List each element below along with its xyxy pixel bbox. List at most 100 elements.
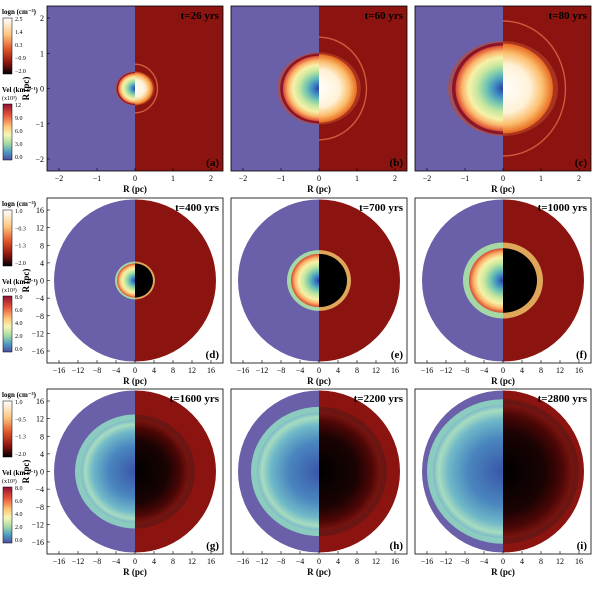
remnant-core-velocity [117,263,135,298]
x-axis-label: R (pc) [123,567,147,577]
x-tick-label: 2 [393,174,397,183]
y-tick-label: −4 [35,485,44,494]
y-tick-label: −12 [31,520,44,529]
x-tick-label: 0 [133,174,137,183]
remnant-core-velocity [291,253,319,308]
x-tick-label: 0 [133,366,137,375]
time-label: t=1600 yrs [170,393,220,405]
density-colorbar-tick: 1.0 [15,400,23,406]
panel-g: t=1600 yrs (g) −16 −12 −8 −4 0 4 8 12 16 R (pc) 16 12… [21,388,224,577]
panel-label: (h) [390,540,404,552]
density-colorbar: logn (cm⁻³)1.0 −0.3 −1.3 −2.0 [2,200,37,267]
bow-shock [502,20,567,157]
density-colorbar-tick: −1.3 [15,244,26,250]
panel-a: t=26 yrs (a) −2 −1 0 1 2 R (pc) 2 1 0 −1 −2 R (pc) [21,5,224,194]
x-tick-label: −12 [72,366,85,375]
x-tick-label: 12 [372,557,380,566]
panel-e: t=700 yrs (e) −16 −12 −8 −4 0 4 8 12 16 R (pc) [230,197,408,386]
x-tick-label: 8 [355,557,359,566]
x-axis-label: R (pc) [491,567,515,577]
x-tick-label: −8 [461,557,470,566]
x-tick-label: −1 [277,174,286,183]
x-tick-label: −16 [53,557,66,566]
x-tick-label: 16 [207,557,215,566]
y-axis-label: R (pc) [21,460,31,484]
velocity-colorbar-exponent: (x10³) [2,95,17,102]
density-colorbar-scale [2,17,13,75]
x-tick-label: −2 [55,174,64,183]
velocity-colorbar-tick: 9.0 [15,116,23,122]
density-colorbar: logn (cm⁻³)1.0 −0.5 −1.3 −2.0 [2,391,37,458]
x-tick-label: 0 [133,557,137,566]
x-tick-label: 1 [171,174,175,183]
panel-b-image [231,6,407,171]
y-tick-label: 16 [36,397,44,406]
velocity-core [455,45,503,132]
density-core [135,72,153,105]
bow-shock [318,36,368,141]
x-tick-label: 0 [501,174,505,183]
x-tick-label: −2 [423,174,432,183]
x-tick-label: 16 [575,557,583,566]
x-tick-label: 16 [391,366,399,375]
time-label: t=26 yrs [181,10,220,22]
y-tick-label: 0 [40,468,44,477]
remnant-core-density [503,248,537,313]
x-tick-label: 8 [539,366,543,375]
y-tick-label: −16 [31,538,44,547]
y-tick-label: 8 [40,432,44,441]
velocity-colorbar-tick: 0.0 [15,538,23,544]
velocity-colorbar-tick: 4.0 [15,321,23,327]
panel-i-image [415,389,591,554]
y-tick-label: −8 [35,503,44,512]
x-tick-label: −16 [53,366,66,375]
velocity-colorbar: Vel (km s⁻¹)(x10³)12 9.0 6.0 3.0 0.0 [2,86,39,161]
density-colorbar: logn (cm⁻³)2.5 1.4 0.3 −0.9 −2.0 [2,8,37,75]
y-axis-label: R (pc) [21,77,31,101]
x-tick-label: 0 [317,366,321,375]
x-tick-label: −12 [256,366,269,375]
velocity-colorbar-tick: 2.0 [15,334,23,340]
velocity-colorbar-exponent: (x10³) [2,287,17,294]
x-tick-label: −8 [93,366,102,375]
x-tick-label: 4 [152,557,156,566]
x-tick-label: −4 [296,557,305,566]
density-core [319,54,357,123]
time-label: t=2200 yrs [354,393,404,405]
remnant-core-velocity [81,420,135,523]
x-tick-label: −2 [239,174,248,183]
y-tick-label: −4 [35,294,44,303]
panel-label: (a) [206,157,219,169]
y-tick-label: 12 [36,224,44,233]
y-tick-label: 0 [40,277,44,286]
x-tick-label: 16 [575,366,583,375]
x-tick-label: 12 [188,557,196,566]
time-label: t=60 yrs [365,10,404,22]
x-tick-label: 4 [336,557,340,566]
density-core [503,43,553,134]
x-tick-label: 12 [188,366,196,375]
x-tick-label: 12 [556,366,564,375]
x-axis-label: R (pc) [307,567,331,577]
x-tick-label: 12 [556,557,564,566]
velocity-colorbar: Vel (km s⁻¹)(x10³)8.0 6.0 4.0 2.0 0.0 [2,278,39,353]
velocity-colorbar-tick: 8.0 [15,486,23,492]
x-tick-label: −8 [277,366,286,375]
x-tick-label: 4 [520,557,524,566]
density-colorbar-tick: 1.4 [15,30,23,36]
velocity-colorbar-scale [2,103,13,161]
y-tick-label: 2 [40,14,44,23]
density-colorbar-scale [2,209,13,267]
x-tick-label: 16 [207,366,215,375]
panel-b: t=60 yrs (b) −2 −1 0 1 2 R (pc) [230,5,408,194]
bow-shock [134,63,159,114]
remnant-core-density [319,412,381,531]
time-label: t=700 yrs [359,202,404,214]
x-tick-label: −8 [277,557,286,566]
y-tick-label: 8 [40,241,44,250]
x-axis-label: R (pc) [307,184,331,194]
remnant-core-density [319,253,347,308]
x-tick-label: −1 [461,174,470,183]
x-tick-label: 16 [391,557,399,566]
panel-d-image [47,198,223,363]
